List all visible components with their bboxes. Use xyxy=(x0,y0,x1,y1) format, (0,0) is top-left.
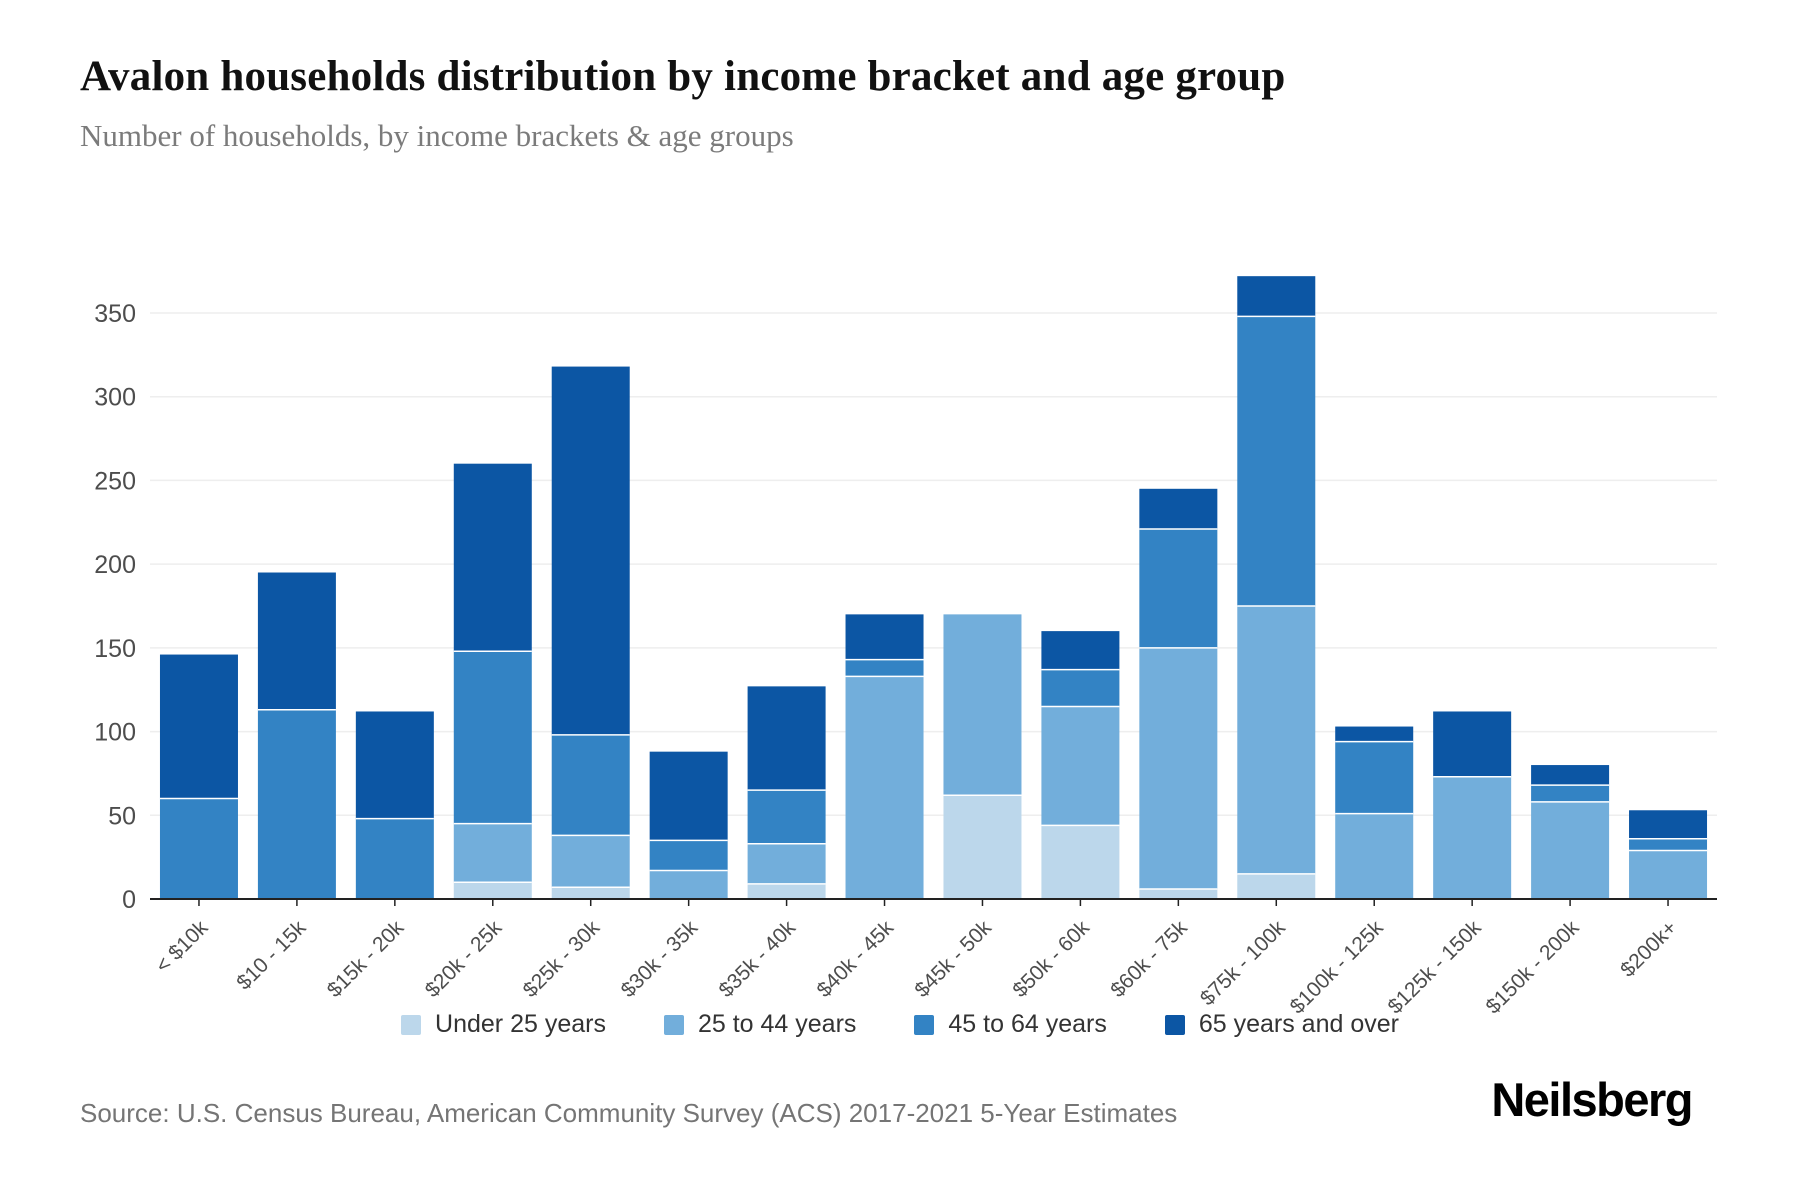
x-tick-label: $125k - 150k xyxy=(1384,916,1486,1018)
bar-segment xyxy=(453,882,532,899)
y-tick-label: 250 xyxy=(94,467,136,495)
bar-segment xyxy=(1139,528,1218,648)
bar-segment xyxy=(1433,711,1512,777)
bar-segment xyxy=(551,734,630,836)
chart-subtitle: Number of households, by income brackets… xyxy=(80,118,794,153)
x-tick-label: $20k - 25k xyxy=(421,916,507,1002)
y-tick-label: 150 xyxy=(94,635,136,663)
bar-segment xyxy=(845,659,924,677)
legend-swatch xyxy=(663,1014,684,1035)
bar-segment xyxy=(453,463,532,652)
bar-segment xyxy=(747,790,826,844)
legend-swatch xyxy=(914,1014,935,1035)
bar-segment xyxy=(1139,888,1218,899)
x-tick-label: < $10k xyxy=(151,916,213,978)
bar-segment xyxy=(1237,316,1316,606)
x-tick-label: $35k - 40k xyxy=(715,916,801,1002)
bar-segment xyxy=(1237,873,1316,899)
bar-segment xyxy=(1531,785,1610,802)
bar-segment xyxy=(257,572,336,710)
x-tick-label: $15k - 20k xyxy=(323,916,409,1002)
legend-item-25-to-44-years: 25 to 44 years xyxy=(663,1010,857,1039)
bar-segment xyxy=(551,366,630,735)
legend-label: 65 years and over xyxy=(1198,1010,1399,1038)
bar-segment xyxy=(1139,488,1218,529)
bar-segment xyxy=(159,798,238,899)
x-tick-label: $45k - 50k xyxy=(910,916,996,1002)
bar-segment xyxy=(943,795,1022,899)
bar-segment xyxy=(1531,801,1610,899)
y-tick-label: 0 xyxy=(122,886,136,914)
bar-segment xyxy=(1041,706,1120,826)
bar-segment xyxy=(943,614,1022,796)
bar-segment xyxy=(1335,741,1414,814)
chart-legend: Under 25 years 25 to 44 years 45 to 64 yea… xyxy=(30,1010,1770,1039)
bar-segment xyxy=(1335,726,1414,742)
bar-segment xyxy=(845,614,924,660)
x-tick-label: $200k+ xyxy=(1616,916,1681,981)
bar-segment xyxy=(747,883,826,899)
bar-segment xyxy=(845,676,924,899)
bar-segment xyxy=(1629,810,1708,839)
chart-title: Avalon households distribution by income… xyxy=(80,53,1286,100)
bar-segment xyxy=(355,711,434,819)
x-tick-label: $40k - 45k xyxy=(812,916,898,1002)
x-tick-label: $25k - 30k xyxy=(519,916,605,1002)
legend-label: 45 to 64 years xyxy=(948,1010,1107,1038)
bar-segment xyxy=(1335,813,1414,899)
bar-segment xyxy=(1139,647,1218,889)
legend-label: 25 to 44 years xyxy=(697,1010,857,1038)
bar-segment xyxy=(453,651,532,824)
bar-segment xyxy=(1237,606,1316,874)
x-tick-label: $30k - 35k xyxy=(617,916,703,1002)
bar-segment xyxy=(551,835,630,888)
y-tick-label: 200 xyxy=(94,551,136,579)
bar-segment xyxy=(747,686,826,791)
bar-segment xyxy=(453,823,532,883)
x-tick-label: $150k - 200k xyxy=(1482,916,1584,1018)
x-tick-label: $100k - 125k xyxy=(1286,916,1388,1018)
x-tick-label: $60k - 75k xyxy=(1106,916,1192,1002)
legend-label: Under 25 years xyxy=(435,1010,606,1038)
brand-logo: Neilsberg xyxy=(1491,1073,1693,1126)
y-tick-label: 350 xyxy=(94,300,136,328)
bar-segment xyxy=(257,709,336,899)
bar-segment xyxy=(1237,276,1316,317)
legend-item-under-25-years: Under 25 years xyxy=(401,1010,606,1039)
bar-segment xyxy=(551,887,630,899)
bar-segment xyxy=(1041,669,1120,707)
bar-segment xyxy=(355,818,434,899)
legend-swatch xyxy=(401,1014,422,1035)
bar-segment xyxy=(649,840,728,871)
x-tick-label: $50k - 60k xyxy=(1008,916,1094,1002)
y-tick-label: 100 xyxy=(94,719,136,747)
bar-segment xyxy=(1041,825,1120,899)
legend-item-45-to-64-years: 45 to 64 years xyxy=(914,1010,1107,1039)
bar-segment xyxy=(1629,850,1708,899)
bar-segment xyxy=(159,654,238,799)
bar-segment xyxy=(649,870,728,899)
bar-segment xyxy=(1531,765,1610,786)
bar-segment xyxy=(1041,631,1120,670)
source-attribution: Source: U.S. Census Bureau, American Com… xyxy=(80,1098,1178,1128)
bar-segment xyxy=(1629,838,1708,851)
bar-segment xyxy=(747,843,826,884)
x-tick-label: $10 - 15k xyxy=(232,916,311,995)
x-tick-label: $75k - 100k xyxy=(1196,916,1290,1010)
bar-segment xyxy=(649,751,728,841)
y-tick-label: 50 xyxy=(108,802,136,830)
legend-swatch xyxy=(1164,1014,1185,1035)
y-tick-label: 300 xyxy=(94,384,136,412)
legend-item-65-years-and-over: 65 years and over xyxy=(1164,1010,1399,1039)
bar-segment xyxy=(1433,776,1512,899)
